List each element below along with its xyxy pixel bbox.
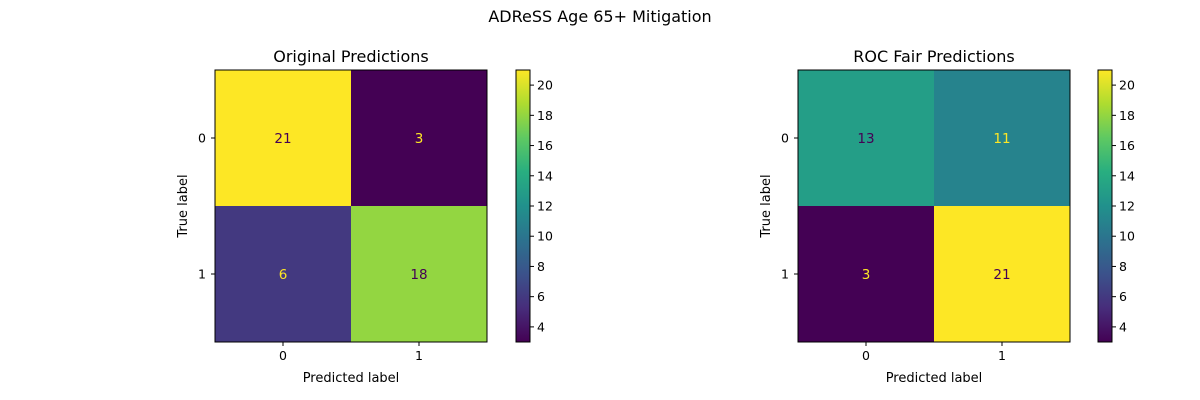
colorbar-tick-label: 8 [1119,259,1127,274]
y-axis-label: True label [759,174,774,238]
cell-value-label: 21 [993,267,1010,283]
x-tick-label: 1 [415,348,423,363]
figure-title: ADReSS Age 65+ Mitigation [488,7,711,26]
x-tick-label: 0 [862,348,870,363]
matrix-cell-0-1 [351,70,487,206]
colorbar-tick-label: 8 [537,259,545,274]
matrix-cell-1-0 [798,206,934,342]
cell-value-label: 6 [279,267,288,283]
colorbar-tick-label: 6 [1119,289,1127,304]
colorbar-tick-label: 18 [1119,108,1135,123]
x-tick-label: 1 [998,348,1006,363]
matrix-cell-1-1 [351,206,487,342]
x-axis-label: Predicted label [886,371,983,386]
colorbar-tick-label: 6 [537,289,545,304]
x-tick-label: 0 [279,348,287,363]
colorbar-tick-label: 18 [537,108,553,123]
panel-title: Original Predictions [273,47,429,66]
y-tick-label: 1 [781,267,789,282]
colorbar-tick-label: 20 [1119,78,1135,93]
colorbar-tick-label: 14 [537,168,553,183]
cell-value-label: 21 [274,131,291,147]
colorbar-tick-label: 16 [1119,138,1135,153]
matrix-cell-0-1 [934,70,1070,206]
colorbar-tick-label: 10 [1119,229,1135,244]
matrix-cell-1-1 [934,206,1070,342]
colorbar-gradient [1098,70,1112,342]
cell-value-label: 3 [862,267,871,283]
colorbar-tick-label: 12 [1119,199,1135,214]
colorbar-tick-label: 14 [1119,168,1135,183]
colorbar-tick-label: 10 [537,229,553,244]
colorbar-tick-label: 16 [537,138,553,153]
y-tick-label: 1 [198,267,206,282]
cell-value-label: 13 [857,131,874,147]
panel-title: ROC Fair Predictions [853,47,1014,66]
y-axis-label: True label [176,174,191,238]
colorbar-tick-label: 12 [537,199,553,214]
axes-frame [797,69,1071,343]
colorbar-tick-label: 4 [1119,319,1127,334]
axes-frame [214,69,488,343]
colorbar-tick-label: 20 [537,78,553,93]
y-tick-label: 0 [781,131,789,146]
matrix-cell-1-0 [215,206,351,342]
colorbar-tick-label: 4 [537,319,545,334]
y-tick-label: 0 [198,131,206,146]
matrix-cell-0-0 [798,70,934,206]
colorbar-gradient [516,70,530,342]
x-axis-label: Predicted label [303,371,400,386]
cell-value-label: 18 [410,267,427,283]
cell-value-label: 11 [993,131,1010,147]
matrix-cell-0-0 [215,70,351,206]
cell-value-label: 3 [415,131,424,147]
